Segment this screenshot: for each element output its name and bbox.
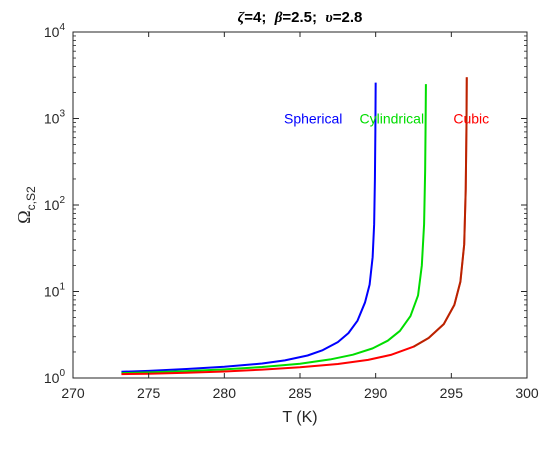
- y-label-symbol: Ω: [14, 210, 34, 223]
- y-tick-base: 10: [44, 197, 60, 213]
- series-line-cylindrical: [121, 84, 427, 375]
- title-value: =2.5;: [282, 9, 325, 26]
- y-label-subscript: c,S2: [24, 186, 38, 210]
- y-tick-exponent: 2: [59, 195, 65, 206]
- series-label-cubic: Cubic: [453, 111, 489, 127]
- title-value: =2.8: [333, 9, 363, 26]
- x-tick-label: 280: [213, 385, 237, 401]
- y-tick-base: 10: [44, 24, 60, 40]
- x-tick-label: 270: [61, 385, 85, 401]
- title-symbol: υ: [325, 10, 332, 26]
- title-value: =4;: [244, 9, 274, 26]
- y-tick-exponent: 1: [59, 282, 65, 293]
- series-line-overlap: [413, 77, 468, 348]
- y-tick-base: 10: [44, 284, 60, 300]
- x-tick-label: 300: [515, 385, 539, 401]
- y-tick-label: 103: [44, 109, 66, 127]
- y-axis-label: Ωc,S2: [14, 186, 38, 224]
- series-label-spherical: Spherical: [284, 111, 342, 127]
- x-tick-label: 290: [364, 385, 388, 401]
- series-label-cylindrical: Cylindrical: [360, 111, 425, 127]
- chart-title: ζ=4; β=2.5; υ=2.8: [238, 9, 363, 26]
- title-symbol: ζ: [238, 10, 246, 26]
- x-tick-label: 275: [137, 385, 161, 401]
- y-tick-label: 104: [44, 22, 66, 40]
- series-lines: [121, 77, 468, 376]
- plot-layer: Spherical Cylindrical Cubic: [121, 77, 489, 376]
- x-axis-label: T (K): [282, 409, 317, 426]
- y-tick-exponent: 3: [59, 109, 65, 120]
- y-tick-label: 102: [44, 195, 66, 213]
- y-tick-exponent: 0: [59, 368, 65, 379]
- y-tick-label: 100: [44, 368, 66, 386]
- y-tick-exponent: 4: [59, 22, 65, 33]
- y-tick-label: 101: [44, 282, 66, 300]
- title-symbol: β: [274, 10, 283, 26]
- x-tick-label: 285: [288, 385, 312, 401]
- x-tick-label: 295: [440, 385, 464, 401]
- y-tick-base: 10: [44, 111, 60, 127]
- y-tick-base: 10: [44, 370, 60, 386]
- series-line-spherical: [121, 82, 377, 373]
